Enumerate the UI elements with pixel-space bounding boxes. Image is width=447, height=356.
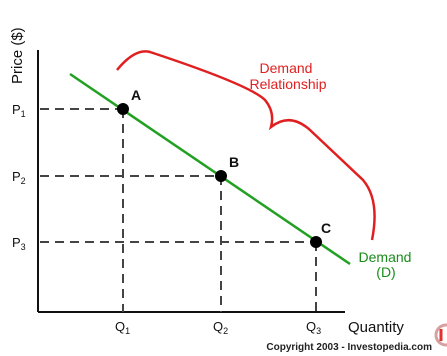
quantity-label-q2: Q2 — [213, 319, 228, 336]
quantity-label-q3: Q3 — [306, 319, 321, 336]
point-a-marker — [117, 103, 129, 115]
curve-label-line1: Demand — [359, 249, 412, 265]
price-label-p1: P1 — [12, 102, 26, 119]
price-label-p3: P3 — [12, 235, 26, 252]
copyright-text: Copyright 2003 - Investopedia.com — [266, 342, 432, 353]
price-label-p2: P2 — [12, 169, 26, 186]
demand-curve — [69, 72, 351, 266]
point-c-marker — [310, 236, 322, 248]
point-a-label: A — [131, 87, 141, 103]
curve-label-line2: (D) — [376, 264, 395, 280]
point-c-label: C — [321, 220, 331, 236]
y-axis-title: Price ($) — [9, 27, 26, 84]
point-b-label: B — [229, 154, 239, 170]
guide-lines — [40, 108, 317, 312]
investopedia-logo-icon — [434, 323, 447, 347]
quantity-label-q1: Q1 — [115, 319, 130, 336]
demand-relationship-brace — [116, 50, 376, 241]
annotation-line1: Demand — [260, 60, 313, 76]
annotation-line2: Relationship — [249, 76, 326, 92]
x-axis-title: Quantity — [348, 319, 404, 336]
point-b-marker — [215, 170, 227, 182]
